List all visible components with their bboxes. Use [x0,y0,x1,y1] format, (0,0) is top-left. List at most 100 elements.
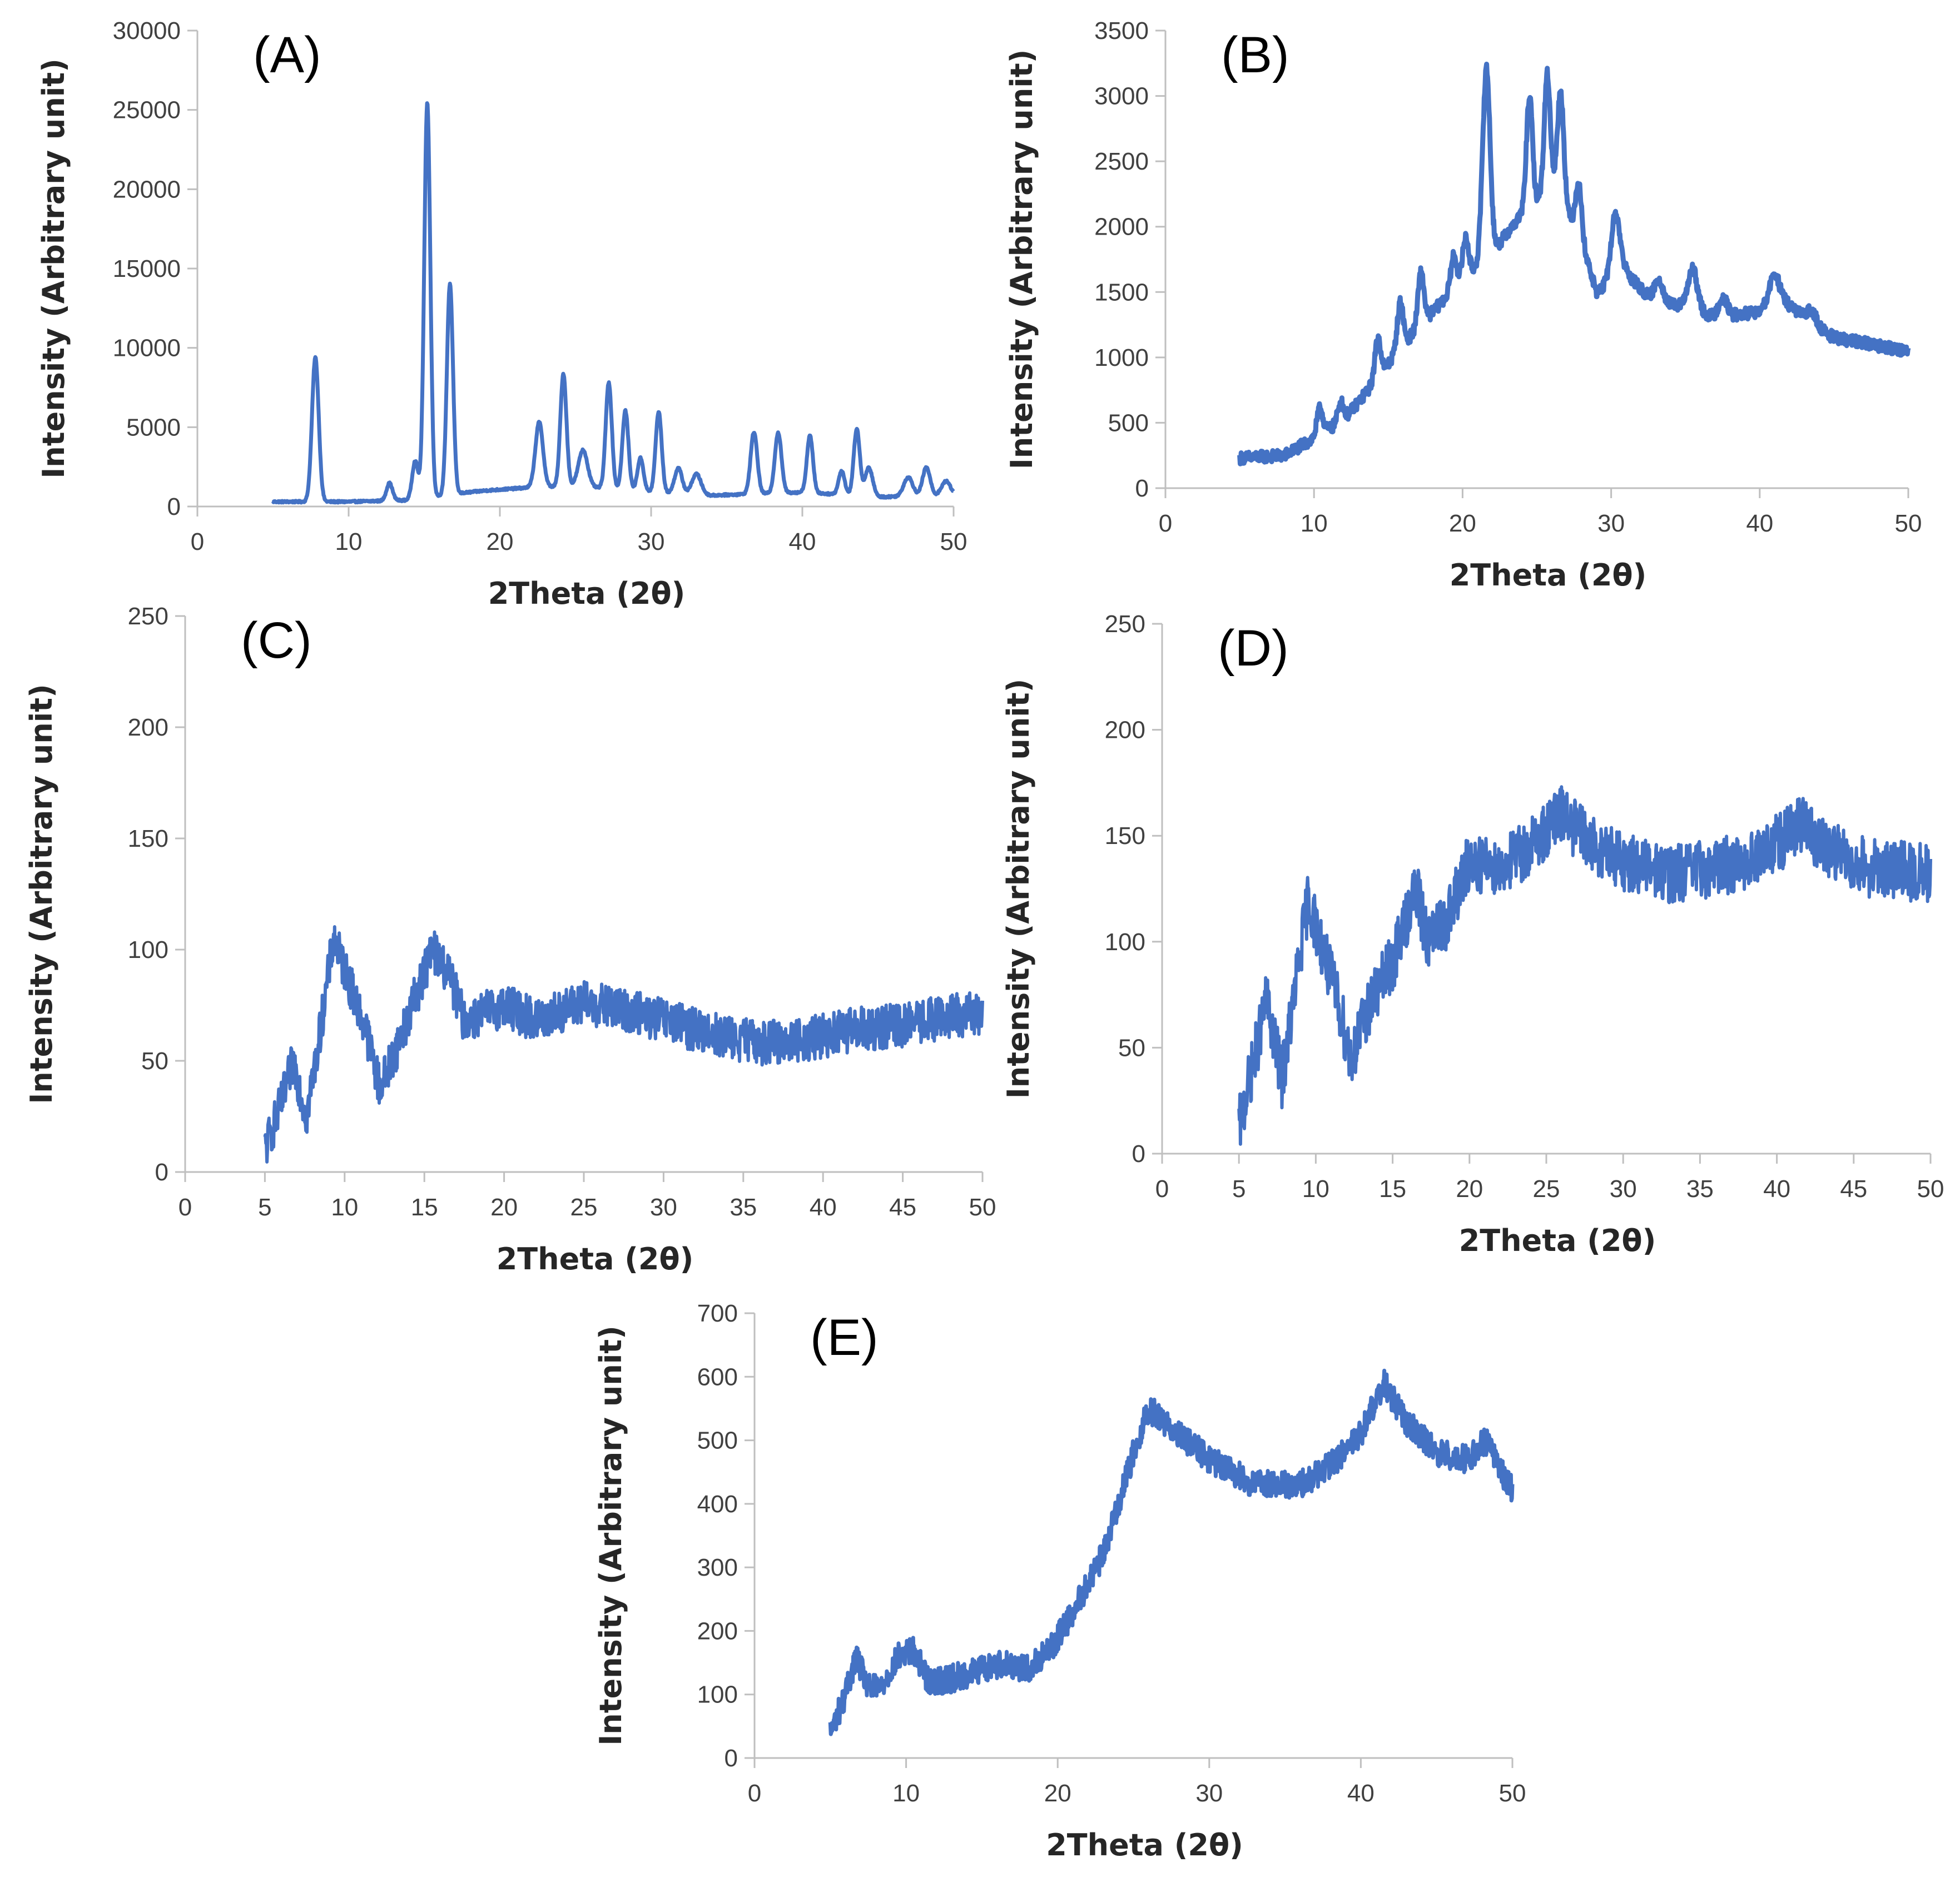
series-line-a [271,101,955,505]
y-axis-title-e: Intensity (Arbitrary unit) [593,1325,628,1746]
y-tick-label: 2000 [1094,213,1149,241]
panel-c: 0 50 100 150 200 250 0 5 10 15 20 25 30 35 40 45 50 2Thet… [24,603,996,1277]
x-tick-label: 20 [490,1194,518,1221]
panel-d: 0 50 100 150 200 250 0 5 10 15 20 25 30 35 40 45 50 2Thet… [1001,610,1944,1258]
x-tick-label: 30 [638,528,665,555]
series-line-c [263,925,984,1164]
x-tick-label: 30 [1597,510,1625,537]
x-tick-label: 0 [178,1194,192,1221]
y-tick-label: 25000 [113,97,181,124]
x-tick-label: 45 [889,1194,916,1221]
y-tick-label: 250 [1105,610,1145,638]
y-tick-label: 30000 [113,17,181,44]
panel-b: 0 500 1000 1500 2000 2500 3000 3500 0 10 20 30 40 50 2… [1004,17,1922,593]
x-tick-label: 50 [1917,1175,1944,1203]
x-tick-label: 10 [331,1194,358,1221]
x-tick-label: 50 [940,528,967,555]
y-tick-label: 200 [128,714,168,741]
x-tick-label: 25 [1533,1175,1560,1203]
series-line-e [828,1368,1515,1736]
x-tick-label: 30 [1610,1175,1637,1203]
x-tick-label: 40 [789,528,816,555]
x-tick-label: 20 [1449,510,1476,537]
x-tick-label: 20 [1456,1175,1483,1203]
y-tick-label: 1000 [1094,344,1149,371]
y-tick-label: 0 [155,1159,168,1186]
y-tick-label: 50 [1118,1034,1145,1061]
x-tick-label: 40 [810,1194,837,1221]
y-tick-label: 600 [697,1363,738,1391]
y-tick-label: 150 [1105,822,1145,850]
y-tick-label: 200 [1105,717,1145,744]
y-tick-label: 3500 [1094,17,1149,44]
y-axis-title-b: Intensity (Arbitrary unit) [1004,49,1039,470]
x-tick-label: 15 [1379,1175,1406,1203]
x-tick-label: 30 [1195,1780,1223,1807]
x-axis-title-c: 2Theta (2θ) [497,1242,694,1277]
x-tick-label: 0 [191,528,204,555]
x-axis-title-b: 2Theta (2θ) [1450,558,1647,593]
y-tick-label: 100 [128,936,168,964]
y-tick-label: 1500 [1094,279,1149,306]
x-axis-title-d: 2Theta (2θ) [1459,1223,1656,1258]
y-tick-label: 300 [697,1554,738,1581]
y-tick-label: 15000 [113,255,181,282]
x-tick-label: 30 [650,1194,677,1221]
x-tick-label: 0 [1159,510,1172,537]
x-tick-label: 45 [1840,1175,1867,1203]
y-tick-label: 100 [697,1681,738,1709]
series-line-d [1237,785,1932,1146]
y-tick-label: 0 [725,1745,738,1772]
y-axis-title-d: Intensity (Arbitrary unit) [1001,679,1036,1099]
panel-label-d: (D) [1218,620,1289,677]
panel-label-c: (C) [241,612,312,669]
panel-e: 0 100 200 300 400 500 600 700 0 10 20 30 40 50 2Theta … [593,1300,1526,1863]
panel-label-e: (E) [810,1309,879,1366]
y-tick-label: 500 [1108,409,1149,436]
panel-a: 0 5000 10000 15000 20000 25000 30000 0 10 20 30 40 5… [36,17,967,611]
x-tick-label: 35 [1686,1175,1714,1203]
y-tick-label: 200 [697,1617,738,1645]
x-tick-label: 10 [335,528,363,555]
x-tick-label: 50 [1499,1780,1526,1807]
y-tick-label: 0 [1135,475,1149,502]
y-tick-label: 50 [141,1047,168,1075]
y-tick-label: 400 [697,1491,738,1518]
series-line-b [1237,61,1911,466]
y-tick-label: 2500 [1094,148,1149,175]
x-tick-label: 15 [411,1194,438,1221]
y-axis-title-c: Intensity (Arbitrary unit) [24,684,59,1104]
x-tick-label: 25 [570,1194,598,1221]
x-tick-label: 10 [1301,510,1328,537]
x-tick-label: 0 [1155,1175,1169,1203]
x-tick-label: 50 [1895,510,1922,537]
y-tick-label: 10000 [113,335,181,362]
y-tick-label: 150 [128,825,168,852]
y-tick-label: 100 [1105,928,1145,956]
x-tick-label: 10 [892,1780,920,1807]
y-tick-label: 20000 [113,176,181,203]
y-tick-label: 5000 [126,414,181,441]
panel-label-b: (B) [1221,27,1289,83]
x-tick-label: 40 [1347,1780,1375,1807]
x-tick-label: 0 [748,1780,761,1807]
y-axis-title-a: Intensity (Arbitrary unit) [36,58,71,479]
y-tick-label: 0 [167,493,181,520]
x-tick-label: 10 [1302,1175,1329,1203]
x-tick-label: 40 [1763,1175,1790,1203]
y-tick-label: 700 [697,1300,738,1327]
x-axis-title-e: 2Theta (2θ) [1046,1828,1243,1863]
y-tick-label: 3000 [1094,83,1149,110]
y-tick-label: 0 [1132,1140,1145,1168]
x-tick-label: 20 [487,528,514,555]
panel-label-a: (A) [253,27,321,83]
x-tick-label: 20 [1044,1780,1071,1807]
x-tick-label: 5 [1232,1175,1246,1203]
y-tick-label: 250 [128,603,168,630]
x-tick-label: 50 [969,1194,996,1221]
x-tick-label: 40 [1746,510,1773,537]
x-axis-title-a: 2Theta (2θ) [488,576,686,611]
x-tick-label: 5 [258,1194,271,1221]
y-tick-label: 500 [697,1427,738,1454]
